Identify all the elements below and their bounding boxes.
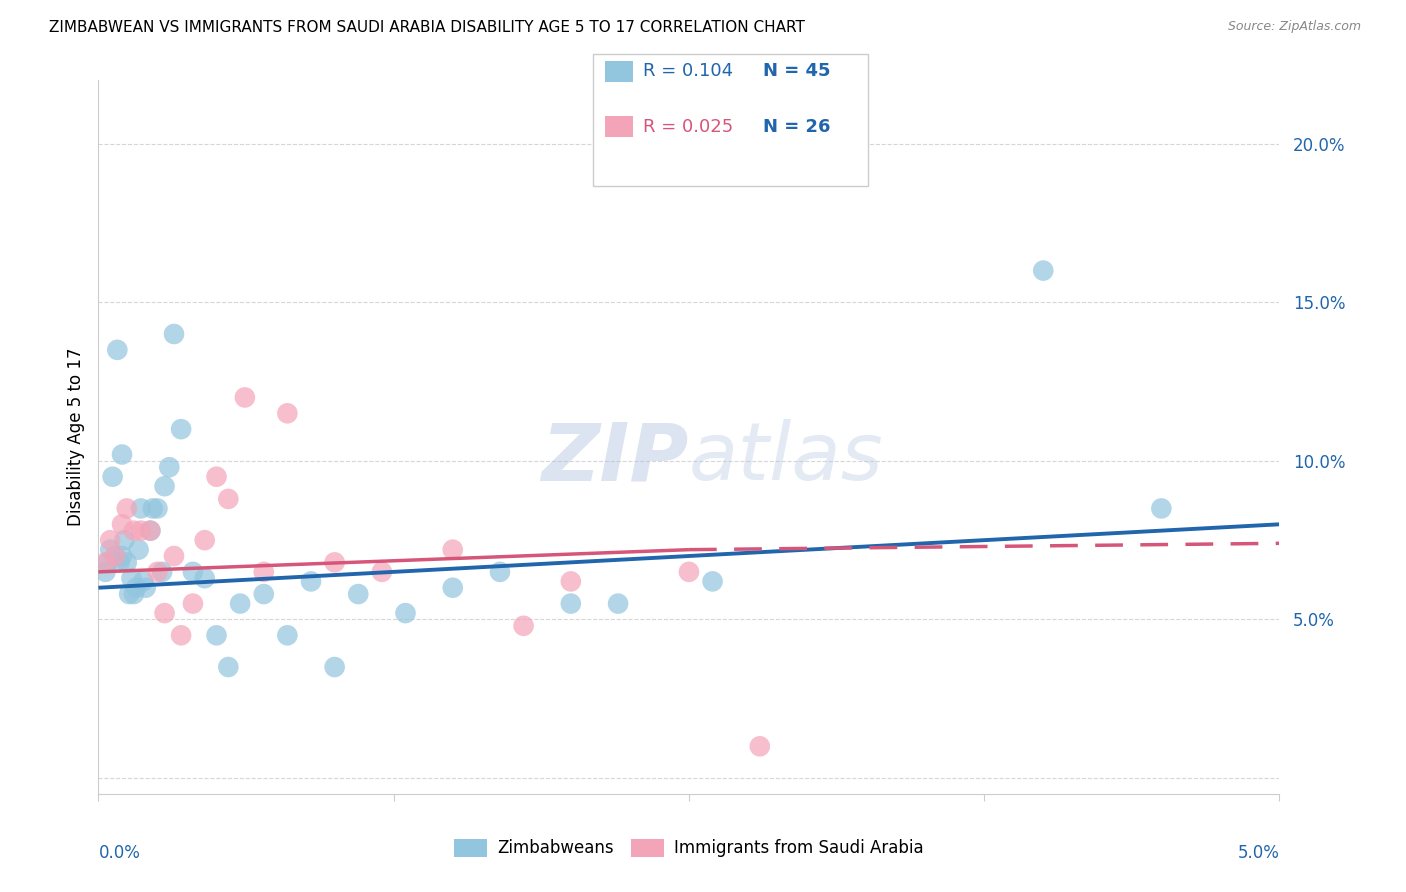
Point <box>702 574 724 589</box>
Point <box>276 628 298 642</box>
Point <box>132 574 155 589</box>
Point <box>150 565 173 579</box>
Point <box>112 533 135 548</box>
Text: N = 45: N = 45 <box>763 62 831 80</box>
Point <box>125 581 148 595</box>
Point <box>118 587 141 601</box>
Point <box>153 606 176 620</box>
Point <box>129 501 152 516</box>
Point <box>276 406 298 420</box>
Point <box>122 587 145 601</box>
Point <box>217 660 239 674</box>
Point <box>142 501 165 516</box>
Point <box>441 542 464 557</box>
Point <box>104 549 127 563</box>
Point <box>146 501 169 516</box>
Point <box>121 571 143 585</box>
Point <box>128 542 150 557</box>
Point <box>371 565 394 579</box>
Point <box>1032 263 1054 277</box>
Text: R = 0.025: R = 0.025 <box>643 118 733 136</box>
Point <box>560 574 582 589</box>
Text: atlas: atlas <box>689 419 884 498</box>
Point <box>163 549 186 563</box>
Point <box>489 565 512 579</box>
Text: ZIMBABWEAN VS IMMIGRANTS FROM SAUDI ARABIA DISABILITY AGE 5 TO 17 CORRELATION CH: ZIMBABWEAN VS IMMIGRANTS FROM SAUDI ARAB… <box>49 20 806 35</box>
Point <box>217 491 239 506</box>
Point <box>122 524 145 538</box>
Point <box>194 533 217 548</box>
Point <box>98 533 121 548</box>
Point <box>194 571 217 585</box>
Point <box>108 555 131 569</box>
Point <box>111 549 134 563</box>
Point <box>146 565 169 579</box>
Point <box>115 501 138 516</box>
Point <box>170 628 193 642</box>
Point <box>607 597 630 611</box>
Point <box>253 587 276 601</box>
Point <box>299 574 322 589</box>
Point <box>104 549 127 563</box>
Text: 0.0%: 0.0% <box>98 844 141 862</box>
Point <box>678 565 700 579</box>
Point <box>163 326 186 341</box>
Point <box>181 597 204 611</box>
Point <box>748 739 770 754</box>
Point <box>139 524 162 538</box>
Point <box>153 479 176 493</box>
Point <box>347 587 370 601</box>
Point <box>323 555 346 569</box>
Point <box>105 343 128 357</box>
Point <box>181 565 204 579</box>
Point <box>229 597 252 611</box>
Point <box>253 565 276 579</box>
Point <box>98 542 121 557</box>
Point <box>94 555 117 569</box>
Point <box>157 460 180 475</box>
Point <box>512 619 534 633</box>
Point <box>394 606 416 620</box>
Point <box>115 555 138 569</box>
Point <box>111 448 134 462</box>
Point <box>233 391 256 405</box>
Point <box>135 581 157 595</box>
Point <box>205 628 228 642</box>
Point <box>94 565 117 579</box>
Point <box>441 581 464 595</box>
Point <box>111 517 134 532</box>
Point <box>139 524 162 538</box>
Point <box>129 524 152 538</box>
Point <box>170 422 193 436</box>
Text: N = 26: N = 26 <box>763 118 831 136</box>
Text: Source: ZipAtlas.com: Source: ZipAtlas.com <box>1227 20 1361 33</box>
Point <box>101 469 124 483</box>
Text: 5.0%: 5.0% <box>1237 844 1279 862</box>
Legend: Zimbabweans, Immigrants from Saudi Arabia: Zimbabweans, Immigrants from Saudi Arabi… <box>447 832 931 864</box>
Y-axis label: Disability Age 5 to 17: Disability Age 5 to 17 <box>66 348 84 526</box>
Point <box>205 469 228 483</box>
Point <box>1150 501 1173 516</box>
Text: R = 0.104: R = 0.104 <box>643 62 733 80</box>
Point <box>97 555 120 569</box>
Text: ZIP: ZIP <box>541 419 689 498</box>
Point <box>560 597 582 611</box>
Point <box>323 660 346 674</box>
